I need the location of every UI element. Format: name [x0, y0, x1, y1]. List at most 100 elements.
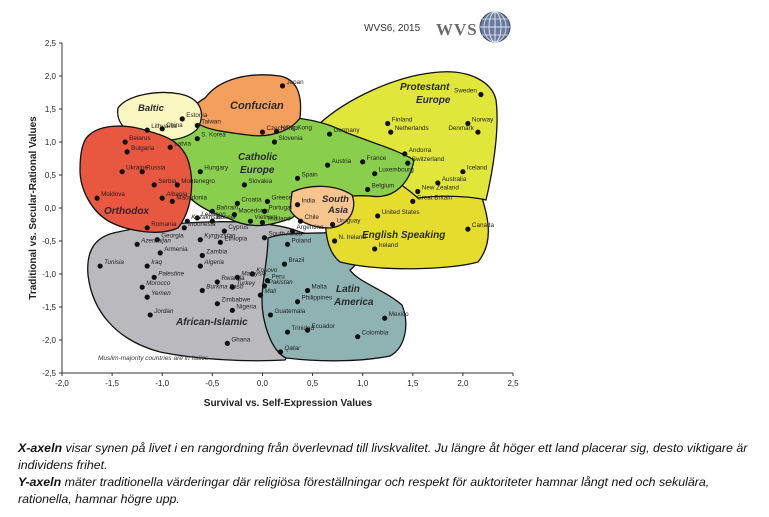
- label-slovenia: Slovenia: [278, 135, 303, 142]
- label-switzerland: Switzerland: [412, 156, 445, 163]
- point-slovakia: [241, 182, 248, 188]
- y-tick-label: -1,5: [42, 303, 56, 312]
- point-canada: [465, 226, 471, 232]
- point-netherlands: [388, 129, 394, 135]
- label-lebanon: Lebanon: [201, 211, 226, 218]
- zone-label-catholic-europe: Catholic Europe: [238, 152, 278, 176]
- label-france: France: [367, 155, 387, 162]
- label-ecuador: Ecuador: [312, 323, 335, 330]
- zone-label-confucian: Confucian: [230, 100, 284, 112]
- source-label: WVS6, 2015: [364, 23, 421, 34]
- point-zimbabwe: [214, 301, 220, 307]
- label-albania: Albania: [165, 191, 188, 198]
- label-hungary: Hungary: [204, 165, 229, 172]
- point-japan: [279, 83, 286, 89]
- y-tick-label: -1,0: [42, 270, 56, 279]
- label-malta: Malta: [312, 284, 328, 291]
- label-morocco: Morocco: [146, 280, 171, 287]
- point-nigeria: [229, 307, 235, 313]
- point-latvia: [167, 144, 173, 150]
- label-uruguay: Uruguay: [337, 218, 362, 225]
- label-lithuania: Lithuania: [151, 123, 177, 130]
- label-jordan: Jordan: [153, 308, 174, 315]
- label-canada: Canada: [472, 222, 495, 229]
- x-tick-label: 0,0: [257, 379, 269, 388]
- y-tick-label: 1,0: [45, 138, 57, 147]
- label-serbia: Serbia: [158, 178, 177, 185]
- point-argentina: [289, 228, 296, 234]
- point-hong-kong: [273, 128, 280, 135]
- point-jordan: [147, 312, 153, 318]
- label-latvia: Latvia: [174, 140, 191, 147]
- x-tick-label: 0,5: [307, 379, 319, 388]
- point-germany: [326, 131, 333, 137]
- label-palestine: Palestine: [158, 270, 184, 277]
- point-albania: [159, 195, 165, 201]
- label-belarus: Belarus: [129, 135, 150, 142]
- label-iraq: Iraq: [151, 259, 162, 266]
- label-algeria: Algeria: [203, 259, 224, 266]
- caption-y-text: mäter traditionella värderingar där reli…: [18, 475, 710, 506]
- point-ireland: [372, 246, 378, 252]
- point-croatia: [234, 200, 240, 206]
- label-colombia: Colombia: [362, 330, 389, 337]
- point-ukraine: [119, 169, 125, 175]
- label-zambia: Zambia: [206, 249, 227, 256]
- label-indonesia: Indonesia: [188, 221, 216, 228]
- caption: X-axeln visar synen på livet i en rangor…: [18, 440, 758, 508]
- label-vietnam: Vietnam: [254, 214, 277, 221]
- point-china: [159, 126, 165, 132]
- point-n-ireland: [332, 238, 338, 244]
- label-montenegro: Montenegro: [181, 178, 215, 185]
- label-south-africa: South Africa: [268, 231, 302, 238]
- x-tick-label: 1,5: [407, 379, 419, 388]
- label-portugal: Portugal: [268, 204, 291, 211]
- point-great-britain: [410, 198, 416, 204]
- point-switzerland: [405, 160, 411, 166]
- label-iceland: Iceland: [467, 165, 488, 172]
- point-romania: [144, 225, 150, 231]
- zone-label-african-islamic: African-Islamic: [175, 317, 248, 328]
- point-cyprus: [221, 228, 227, 234]
- point-qatar: [277, 349, 284, 355]
- point-peru: [264, 278, 271, 284]
- caption-x-term: X-axeln: [18, 441, 63, 455]
- point-india: [294, 202, 301, 208]
- point-uruguay: [330, 221, 336, 228]
- label-luxembourg: Luxembourg: [379, 167, 415, 174]
- label-ireland: Ireland: [379, 242, 399, 249]
- point-guatemala: [267, 312, 274, 318]
- label-georgia: Georgia: [161, 233, 184, 240]
- point-armenia: [157, 250, 163, 256]
- point-south-africa: [261, 235, 268, 241]
- point-kosovo: [249, 271, 256, 277]
- point-colombia: [355, 334, 361, 340]
- label-china: China: [166, 122, 183, 129]
- label-pakistan: Pakistan: [268, 279, 293, 286]
- label-spain: Spain: [302, 171, 319, 178]
- point-moldova: [94, 195, 100, 201]
- label-australia: Australia: [442, 176, 467, 183]
- x-tick-label: 2,0: [457, 379, 469, 388]
- point-ecuador: [304, 327, 311, 333]
- label-great-britain: Great Britain: [417, 194, 453, 201]
- point-chile: [297, 218, 304, 224]
- label-sweden: Sweden: [454, 87, 477, 94]
- point-norway: [465, 120, 471, 127]
- point-sweden: [478, 91, 484, 98]
- label-burkina-faso: Burkina Faso: [206, 284, 244, 291]
- point-russia: [139, 169, 145, 175]
- label-philippines: Philippines: [302, 295, 332, 302]
- point-australia: [435, 180, 441, 186]
- label-bosnia: Bosnia: [216, 214, 236, 221]
- point-new-zealand: [415, 188, 421, 195]
- label-bahrain: Bahrain: [216, 204, 238, 211]
- point-macedonia: [231, 212, 237, 218]
- point-portugal: [261, 208, 268, 214]
- y-tick-label: 0,5: [45, 171, 57, 180]
- point-lebanon: [194, 215, 200, 221]
- point-malta: [304, 287, 311, 294]
- y-tick-label: 2,0: [45, 72, 57, 81]
- label-cyprus: Cyprus: [228, 224, 248, 231]
